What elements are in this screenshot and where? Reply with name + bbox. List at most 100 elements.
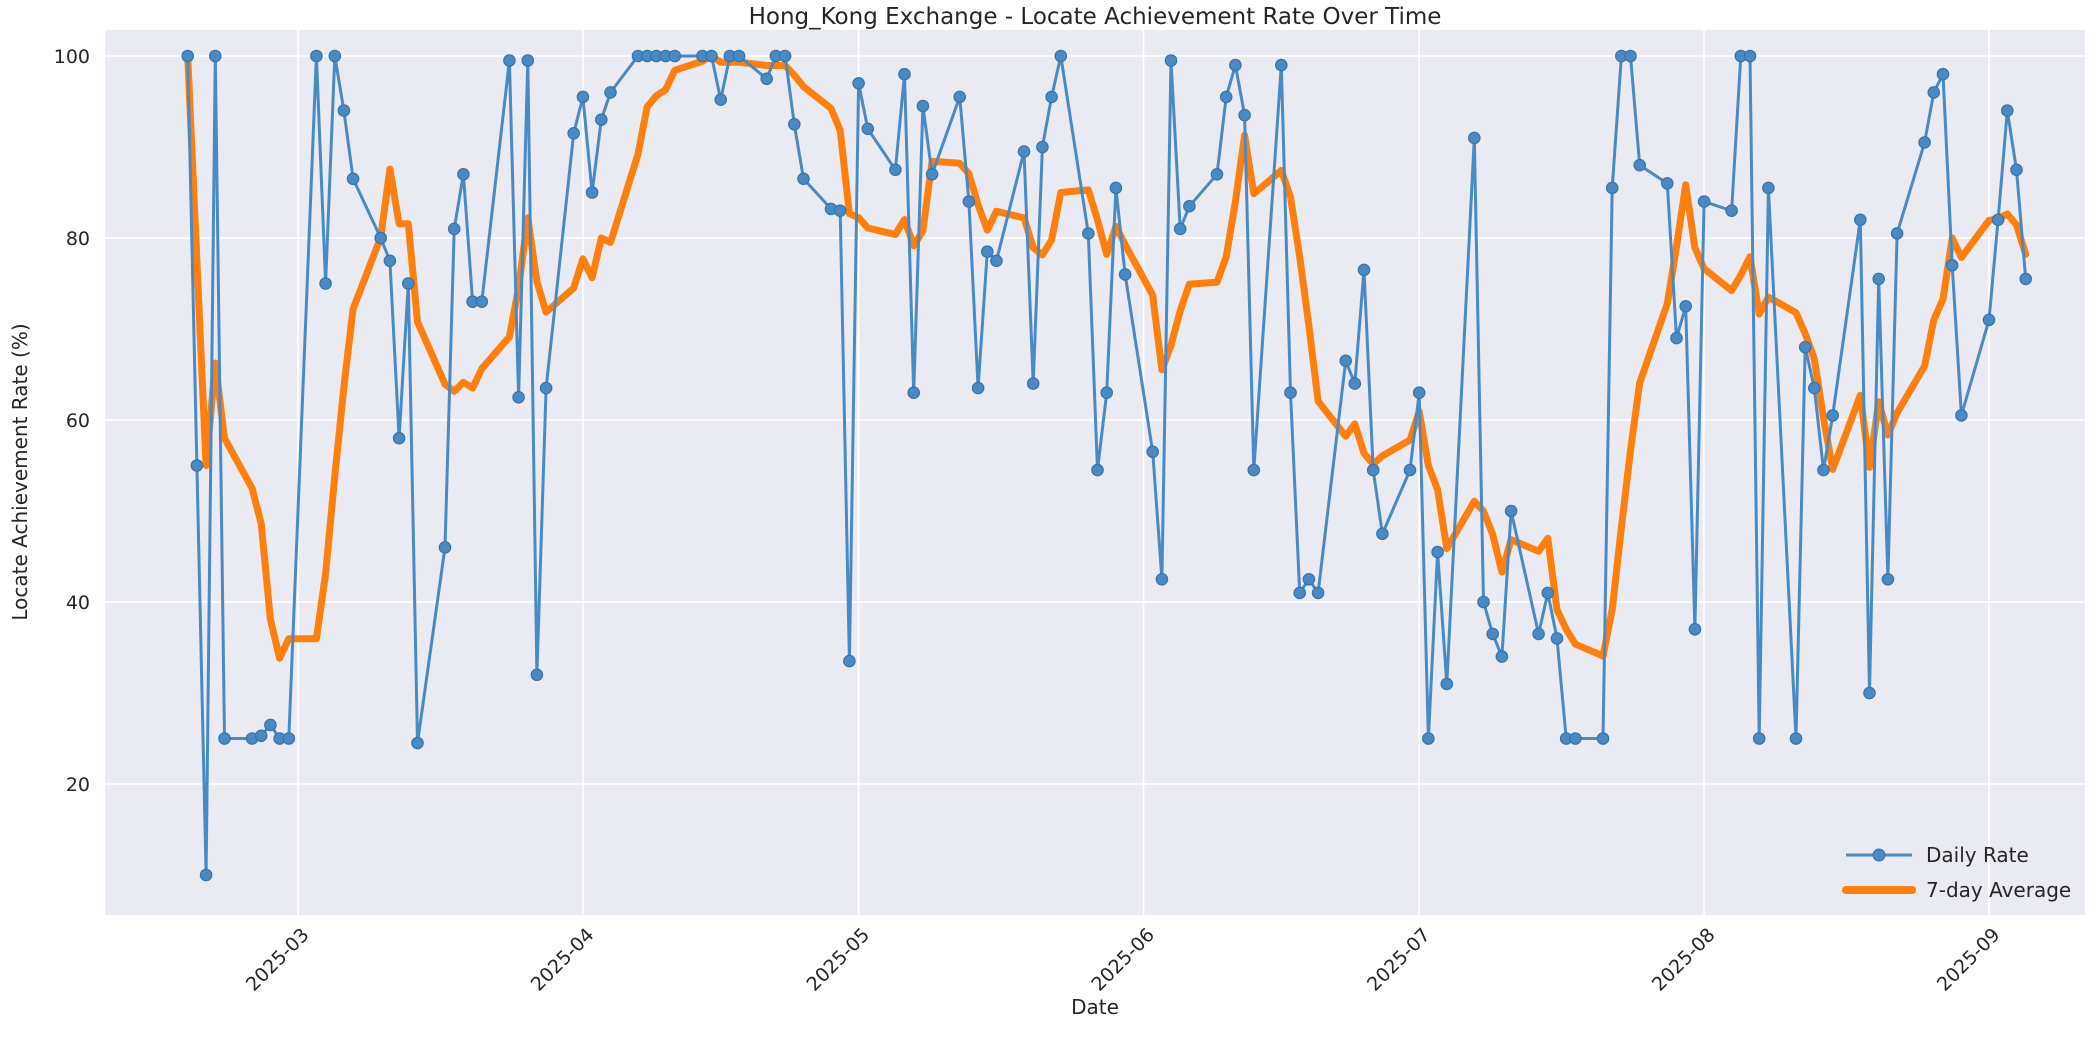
daily-rate-marker — [760, 72, 773, 86]
daily-rate-marker — [1541, 586, 1555, 600]
daily-rate-marker — [475, 295, 489, 308]
daily-rate-marker — [668, 49, 682, 63]
daily-rate-marker — [1670, 331, 1683, 345]
daily-rate-marker — [1697, 195, 1711, 208]
daily-rate-marker — [1229, 58, 1242, 72]
daily-rate-marker — [1890, 227, 1904, 240]
legend-item-7-day-average: 7-day Average — [1842, 878, 2071, 902]
daily-rate-marker — [1275, 58, 1288, 72]
daily-rate-marker — [1504, 504, 1518, 518]
daily-rate-marker — [1991, 213, 2005, 227]
daily-rate-marker — [1183, 199, 1196, 213]
daily-rate-marker — [1817, 463, 1830, 477]
daily-rate-marker — [1403, 463, 1417, 477]
daily-rate-marker — [1026, 377, 1040, 390]
daily-rate-marker — [1247, 463, 1261, 477]
daily-rate-marker — [861, 122, 875, 136]
legend-daily-rate-label: Daily Rate — [1926, 843, 2029, 867]
daily-rate-marker — [1302, 572, 1316, 586]
legend-daily-rate-marker-icon — [1872, 848, 1886, 862]
daily-rate-marker — [1431, 545, 1444, 559]
daily-rate-marker — [1955, 409, 1968, 422]
daily-rate-marker — [1679, 299, 1692, 313]
daily-rate-marker — [1210, 168, 1224, 181]
daily-rate-marker — [521, 54, 535, 67]
daily-rate-marker — [898, 67, 911, 81]
daily-rate-marker — [732, 49, 746, 63]
daily-rate-marker — [1164, 54, 1178, 67]
daily-rate-marker — [916, 99, 930, 113]
daily-rate-marker — [1872, 272, 1885, 286]
daily-rate-marker — [787, 118, 801, 131]
daily-rate-marker — [1762, 181, 1775, 195]
daily-rate-marker — [190, 459, 204, 472]
daily-rate-marker — [346, 172, 360, 186]
daily-rate-marker — [1826, 409, 1839, 422]
legend-item-daily-rate: Daily Rate — [1846, 843, 2029, 867]
daily-rate-marker — [319, 277, 332, 290]
daily-rate-marker — [1596, 732, 1610, 745]
daily-rate-marker — [1918, 136, 1931, 149]
daily-rate-marker — [539, 381, 553, 395]
daily-rate-marker — [1486, 627, 1499, 641]
x-axis-label: Date — [1071, 995, 1119, 1019]
daily-rate-marker — [199, 868, 213, 882]
seven-day-average-line — [184, 52, 2030, 662]
y-tick-label: 100 — [54, 46, 90, 68]
daily-rate-marker — [1422, 732, 1435, 745]
y-tick-label: 40 — [66, 592, 90, 614]
daily-rate-marker — [383, 254, 397, 268]
daily-rate-marker — [962, 195, 976, 208]
daily-rate-marker — [447, 222, 461, 236]
daily-rate-marker — [1863, 686, 1876, 700]
daily-rate-marker — [1293, 586, 1306, 600]
daily-rate-marker — [1752, 732, 1766, 745]
y-tick-label: 80 — [66, 228, 90, 250]
daily-rate-marker — [1661, 177, 1674, 190]
daily-rate-marker — [1054, 49, 1068, 63]
daily-rate-marker — [1017, 145, 1031, 158]
daily-rate-marker — [980, 245, 994, 258]
daily-rate-marker — [1532, 627, 1545, 641]
daily-rate-marker — [1789, 732, 1803, 745]
daily-rate-marker — [585, 186, 599, 199]
daily-rate-marker — [438, 541, 452, 554]
daily-rate-marker — [778, 49, 792, 63]
daily-rate-marker — [833, 204, 847, 217]
daily-rate-marker — [907, 386, 920, 399]
daily-rate-marker — [1366, 463, 1380, 477]
daily-rate-marker — [1284, 386, 1297, 399]
daily-rate-marker — [1982, 313, 1996, 327]
daily-rate-marker — [1173, 222, 1187, 236]
daily-rate-marker — [797, 172, 810, 186]
daily-rate-marker — [567, 127, 580, 140]
y-axis-label: Locate Achievement Rate (%) — [8, 323, 32, 620]
daily-rate-marker — [209, 49, 222, 63]
chart-title: Hong_Kong Exchange - Locate Achievement … — [749, 4, 1442, 30]
y-axis-tick-labels: 20 40 60 80 100 — [54, 46, 90, 796]
daily-rate-marker — [374, 231, 387, 245]
legend: Daily Rate 7-day Average — [1842, 843, 2071, 902]
daily-rate-marker — [328, 49, 342, 63]
daily-rate-marker — [1082, 227, 1095, 240]
daily-rate-marker — [1569, 732, 1582, 745]
daily-rate-marker — [503, 54, 516, 67]
daily-rate-marker — [2001, 104, 2014, 117]
daily-rate-marker — [392, 431, 406, 445]
daily-rate-marker — [530, 668, 544, 682]
daily-rate-marker — [1633, 158, 1646, 172]
daily-rate-marker — [889, 163, 902, 177]
daily-rate-marker — [714, 93, 727, 106]
daily-rate-marker — [1357, 263, 1371, 277]
daily-rate-marker — [401, 277, 415, 290]
daily-rate-line — [181, 49, 2032, 882]
seven-day-average-path — [184, 52, 2030, 662]
daily-rate-marker — [2010, 163, 2023, 177]
daily-rate-marker — [1854, 213, 1867, 227]
daily-rate-marker — [1927, 86, 1941, 99]
daily-rate-marker — [1219, 90, 1233, 104]
daily-rate-marker — [218, 732, 231, 745]
daily-rate-marker — [2019, 272, 2032, 286]
daily-rate-marker — [1808, 381, 1821, 395]
